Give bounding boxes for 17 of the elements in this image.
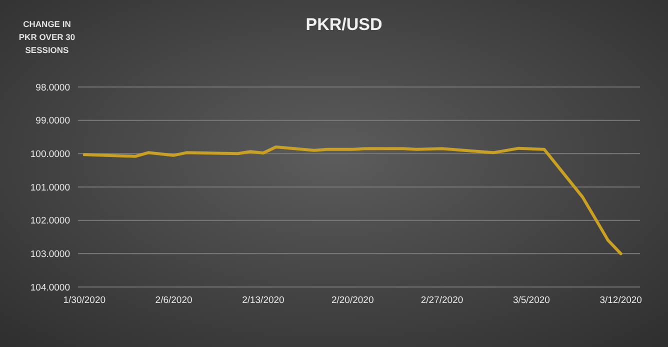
x-tick-label: 2/20/2020: [331, 295, 374, 306]
x-tick-label: 1/30/2020: [63, 295, 106, 306]
x-tick-label: 2/13/2020: [242, 295, 284, 306]
x-tick-label: 2/27/2020: [420, 295, 464, 306]
y-tick-label: 101.0000: [30, 182, 70, 194]
x-tick-label: 3/12/2020: [600, 295, 642, 306]
y-tick-label: 103.0000: [30, 248, 70, 260]
x-tick-label: 3/5/2020: [512, 295, 550, 306]
y-tick-label: 104.0000: [30, 282, 70, 294]
y-tick-label: 100.0000: [30, 148, 70, 160]
y-tick-label: 102.0000: [30, 216, 70, 227]
y-tick-label: 98.0000: [36, 82, 70, 94]
y-axis-title: CHANGE IN PKR OVER 30 SESSIONS: [18, 19, 76, 55]
chart-title: PKR/USD: [306, 15, 382, 34]
y-tick-label: 99.0000: [36, 116, 70, 127]
x-tick-label: 2/6/2020: [155, 295, 192, 306]
line-series: [82, 146, 622, 256]
